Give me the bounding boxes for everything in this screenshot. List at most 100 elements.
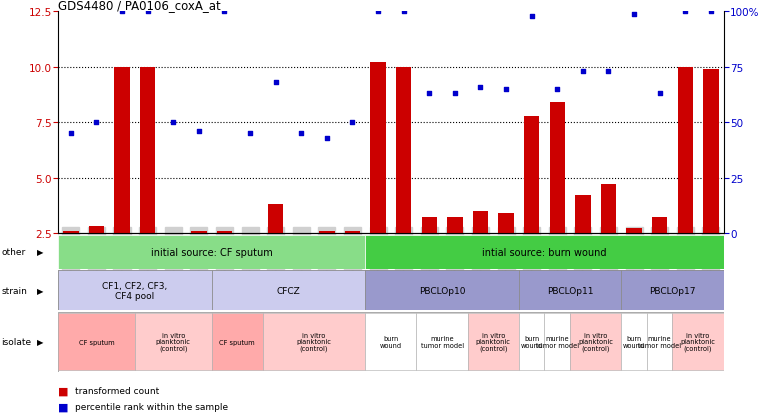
- Text: CF sputum: CF sputum: [220, 339, 255, 345]
- Bar: [371, 63, 385, 233]
- Point: [65, 131, 77, 137]
- Point: [449, 91, 461, 97]
- Bar: [519, 313, 544, 370]
- Bar: [467, 313, 519, 370]
- Point: [295, 131, 307, 137]
- Point: [398, 9, 410, 16]
- Point: [577, 69, 589, 75]
- Bar: [191, 231, 207, 233]
- Point: [602, 69, 615, 75]
- Bar: [58, 235, 365, 269]
- Text: other: other: [2, 248, 26, 257]
- Text: ■: ■: [58, 385, 69, 395]
- Text: murine
tumor model: murine tumor model: [420, 335, 464, 348]
- Bar: [422, 218, 437, 233]
- Text: in vitro
planktonic
(control): in vitro planktonic (control): [578, 332, 613, 351]
- Text: CFCZ: CFCZ: [276, 286, 300, 295]
- Bar: [550, 103, 565, 233]
- Point: [653, 91, 666, 97]
- Bar: [140, 68, 156, 233]
- Bar: [211, 271, 365, 311]
- Bar: [89, 227, 104, 233]
- Bar: [673, 313, 724, 370]
- Bar: [58, 313, 135, 370]
- Text: murine
tumor model: murine tumor model: [536, 335, 579, 348]
- Bar: [647, 313, 673, 370]
- Bar: [652, 218, 667, 233]
- Point: [423, 91, 436, 97]
- Text: ■: ■: [58, 402, 69, 412]
- Text: in vitro
planktonic
(control): in vitro planktonic (control): [476, 332, 511, 351]
- Text: ▶: ▶: [37, 286, 43, 295]
- Bar: [570, 313, 622, 370]
- Text: ▶: ▶: [37, 337, 43, 346]
- Point: [116, 9, 128, 16]
- Point: [91, 120, 103, 126]
- Bar: [268, 204, 283, 233]
- Text: percentile rank within the sample: percentile rank within the sample: [75, 402, 228, 411]
- Bar: [447, 218, 463, 233]
- Bar: [365, 313, 416, 370]
- Point: [500, 86, 512, 93]
- Text: CF1, CF2, CF3,
CF4 pool: CF1, CF2, CF3, CF4 pool: [102, 281, 167, 300]
- Text: strain: strain: [2, 286, 27, 295]
- Text: isolate: isolate: [2, 337, 32, 346]
- Point: [372, 9, 384, 16]
- Bar: [498, 214, 514, 233]
- Point: [218, 9, 231, 16]
- Bar: [135, 313, 211, 370]
- Point: [167, 120, 180, 126]
- Bar: [473, 211, 488, 233]
- Point: [269, 80, 282, 86]
- Point: [346, 120, 358, 126]
- Point: [474, 84, 487, 91]
- Point: [193, 128, 205, 135]
- Bar: [63, 231, 78, 233]
- Text: burn
wound: burn wound: [623, 335, 646, 348]
- Text: ▶: ▶: [37, 248, 43, 257]
- Text: intial source: burn wound: intial source: burn wound: [482, 247, 607, 257]
- Bar: [211, 313, 263, 370]
- Bar: [601, 185, 616, 233]
- Point: [628, 11, 640, 18]
- Point: [704, 9, 717, 16]
- Bar: [396, 68, 411, 233]
- Bar: [519, 271, 622, 311]
- Text: transformed count: transformed count: [75, 386, 159, 395]
- Text: in vitro
planktonic
(control): in vitro planktonic (control): [156, 332, 190, 351]
- Bar: [58, 271, 211, 311]
- Bar: [622, 271, 724, 311]
- Bar: [263, 313, 365, 370]
- Bar: [626, 229, 642, 233]
- Text: murine
tumor model: murine tumor model: [638, 335, 681, 348]
- Text: PBCLOp17: PBCLOp17: [649, 286, 696, 295]
- Text: initial source: CF sputum: initial source: CF sputum: [151, 247, 272, 257]
- Bar: [575, 196, 591, 233]
- Bar: [115, 68, 130, 233]
- Point: [551, 86, 563, 93]
- Text: burn
wound: burn wound: [521, 335, 543, 348]
- Bar: [365, 271, 519, 311]
- Bar: [416, 313, 467, 370]
- Text: PBCLOp10: PBCLOp10: [419, 286, 465, 295]
- Bar: [319, 231, 334, 233]
- Bar: [622, 313, 647, 370]
- Point: [320, 135, 333, 142]
- Text: burn
wound: burn wound: [380, 335, 402, 348]
- Point: [679, 9, 691, 16]
- Bar: [365, 235, 724, 269]
- Bar: [524, 116, 539, 233]
- Bar: [544, 313, 570, 370]
- Bar: [344, 231, 360, 233]
- Point: [142, 9, 154, 16]
- Text: in vitro
planktonic
(control): in vitro planktonic (control): [296, 332, 331, 351]
- Bar: [677, 68, 693, 233]
- Point: [244, 131, 256, 137]
- Bar: [217, 231, 232, 233]
- Text: GDS4480 / PA0106_coxA_at: GDS4480 / PA0106_coxA_at: [58, 0, 221, 12]
- Text: CF sputum: CF sputum: [79, 339, 115, 345]
- Text: PBCLOp11: PBCLOp11: [546, 286, 594, 295]
- Bar: [704, 70, 718, 233]
- Point: [526, 14, 538, 20]
- Text: in vitro
planktonic
(control): in vitro planktonic (control): [680, 332, 715, 351]
